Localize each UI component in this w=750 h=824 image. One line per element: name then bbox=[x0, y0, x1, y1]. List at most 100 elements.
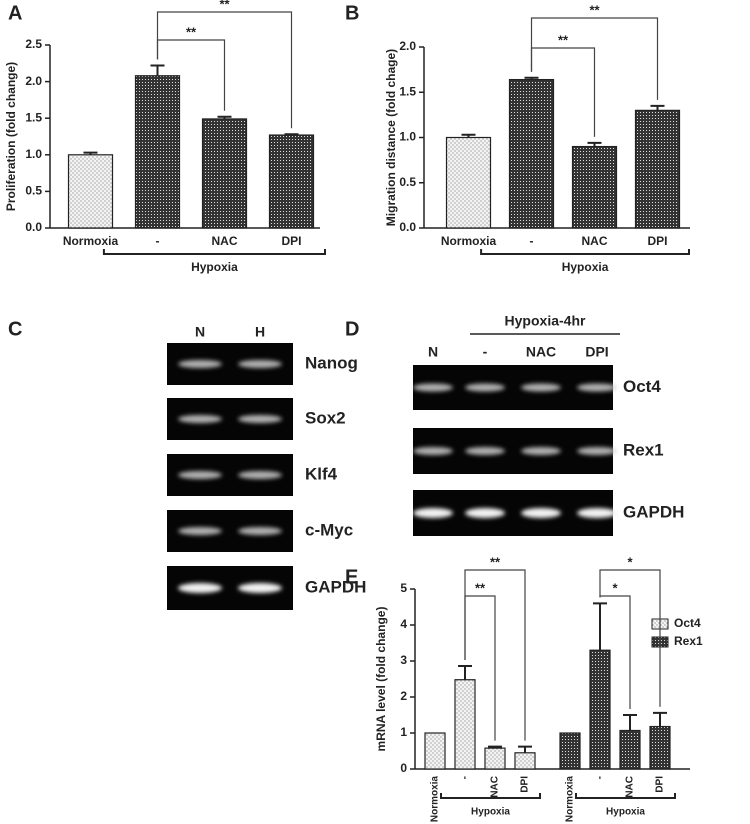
group-bracket bbox=[575, 793, 676, 799]
error-bar bbox=[623, 714, 637, 731]
gel-band bbox=[465, 383, 505, 392]
y-tick-label: 1.0 bbox=[25, 147, 42, 161]
group-label: Hypoxia bbox=[562, 260, 609, 274]
y-axis-label: mRNA level (fold change) bbox=[374, 607, 388, 752]
y-tick-label: 5 bbox=[400, 581, 407, 595]
significance-bracket bbox=[599, 569, 661, 707]
gene-label: c-Myc bbox=[305, 520, 353, 539]
panel-label: C bbox=[8, 318, 22, 340]
error-bar bbox=[488, 745, 502, 749]
gel-band bbox=[238, 583, 282, 593]
legend-label: Rex1 bbox=[674, 634, 703, 648]
x-tick-label: - bbox=[530, 234, 534, 248]
gel-band bbox=[577, 383, 617, 392]
gene-label: Nanog bbox=[305, 353, 358, 372]
gel-band bbox=[413, 447, 453, 455]
y-tick-label: 2.0 bbox=[25, 74, 42, 88]
error-bar bbox=[217, 115, 232, 119]
x-tick-label: - bbox=[595, 776, 606, 779]
bar bbox=[649, 725, 671, 770]
bar bbox=[514, 752, 536, 770]
error-bar bbox=[653, 711, 667, 727]
gel-band bbox=[577, 447, 617, 455]
y-tick-label: 0.5 bbox=[399, 175, 416, 189]
bar bbox=[445, 136, 492, 229]
x-tick-label: Normoxia bbox=[441, 234, 497, 248]
error-bar bbox=[587, 141, 602, 147]
group-label: Hypoxia bbox=[191, 260, 238, 274]
bar bbox=[589, 649, 611, 770]
significance-label: ** bbox=[219, 0, 230, 11]
y-tick-label: 1.0 bbox=[399, 130, 416, 144]
y-tick-label: 2.0 bbox=[399, 39, 416, 53]
x-tick-label: DPI bbox=[647, 234, 667, 248]
group-label: Hypoxia bbox=[471, 807, 510, 818]
gel-band bbox=[238, 471, 282, 479]
gel-band bbox=[238, 415, 282, 423]
gel-band bbox=[465, 447, 505, 455]
error-bar bbox=[284, 133, 299, 136]
gel-band bbox=[178, 360, 222, 368]
group-bracket bbox=[102, 249, 326, 255]
bar bbox=[634, 109, 681, 229]
y-tick-label: 3 bbox=[400, 653, 407, 667]
error-bar bbox=[461, 133, 476, 138]
significance-label: ** bbox=[558, 32, 569, 47]
error-bar bbox=[518, 745, 532, 753]
y-axis-label: Proliferation (fold change) bbox=[4, 62, 18, 211]
y-tick-label: 4 bbox=[400, 617, 407, 631]
panel-label: E bbox=[345, 566, 358, 588]
significance-bracket bbox=[464, 569, 526, 741]
significance-bracket bbox=[530, 17, 659, 100]
bar bbox=[67, 154, 114, 229]
gel-band bbox=[521, 383, 561, 392]
bar bbox=[134, 75, 181, 229]
bar bbox=[201, 118, 248, 229]
bar bbox=[571, 145, 618, 229]
y-tick-label: 1 bbox=[400, 725, 407, 739]
x-tick-label: Normoxia bbox=[430, 776, 441, 823]
error-bar bbox=[458, 665, 472, 680]
x-tick-label: DPI bbox=[655, 776, 666, 793]
y-tick-label: 0 bbox=[400, 761, 407, 775]
gene-label: Sox2 bbox=[305, 408, 346, 427]
x-tick-label: - bbox=[156, 234, 160, 248]
gel-band bbox=[178, 583, 222, 593]
y-tick-label: 0.0 bbox=[399, 220, 416, 234]
x-tick-label: NAC bbox=[625, 776, 636, 798]
error-bar bbox=[83, 151, 98, 155]
gel-band bbox=[521, 447, 561, 455]
gel-band bbox=[178, 415, 222, 423]
gene-label: GAPDH bbox=[305, 577, 366, 596]
x-tick-label: - bbox=[460, 776, 471, 779]
x-tick-label: Normoxia bbox=[565, 776, 576, 823]
panel-label: D bbox=[345, 318, 359, 340]
gel-band bbox=[465, 508, 505, 518]
panel-label: A bbox=[8, 2, 22, 24]
error-bar bbox=[650, 104, 665, 111]
lane-label: H bbox=[255, 324, 265, 340]
gel-band bbox=[413, 383, 453, 392]
error-bar bbox=[593, 602, 607, 651]
bar bbox=[484, 747, 506, 770]
bar bbox=[424, 732, 446, 770]
legend-label: Oct4 bbox=[674, 616, 701, 630]
x-tick-label: NAC bbox=[490, 776, 501, 798]
x-tick-label: DPI bbox=[520, 776, 531, 793]
x-tick-label: NAC bbox=[212, 234, 238, 248]
bar bbox=[454, 679, 476, 770]
lane-label: N bbox=[428, 344, 438, 360]
bar bbox=[508, 78, 555, 229]
error-bar bbox=[150, 64, 165, 76]
x-tick-label: DPI bbox=[281, 234, 301, 248]
bar bbox=[619, 729, 641, 770]
y-tick-label: 2.5 bbox=[25, 37, 42, 51]
x-tick-label: NAC bbox=[582, 234, 608, 248]
error-bar bbox=[524, 76, 539, 80]
lane-label: DPI bbox=[585, 344, 608, 360]
lane-label: NAC bbox=[526, 344, 556, 360]
gel-header: Hypoxia-4hr bbox=[505, 313, 586, 329]
significance-label: ** bbox=[589, 2, 600, 17]
significance-bracket bbox=[156, 11, 293, 129]
